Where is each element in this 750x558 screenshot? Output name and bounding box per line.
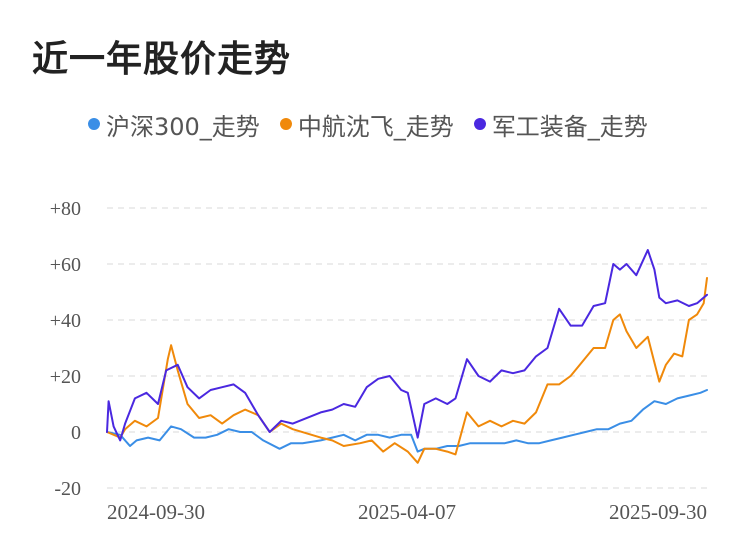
legend-label-hs300: 沪深300_走势	[106, 112, 260, 141]
chart-legend: 沪深300_走势 中航沈飞_走势 军工装备_走势	[88, 107, 668, 142]
legend-dot-jgzb	[473, 118, 486, 130]
legend-item-hs300[interactable]: 沪深300_走势	[88, 107, 260, 142]
y-tick-label: +40	[50, 310, 81, 332]
legend-label-jgzb: 军工装备_走势	[491, 112, 648, 141]
y-tick-label: +60	[50, 254, 81, 276]
chart-title: 近一年股价走势	[32, 39, 292, 80]
y-tick-label: 0	[71, 422, 81, 444]
y-axis-ticks: +80 +60 +40 +20 0 -20	[50, 198, 81, 500]
y-tick-label: +20	[50, 366, 81, 388]
series-line-zhsf[interactable]	[106, 277, 708, 464]
x-axis-ticks: 2024-09-30 2025-04-07 2025-09-30	[107, 500, 707, 524]
series-line-hs300[interactable]	[106, 389, 708, 453]
series-lines	[106, 249, 708, 464]
y-tick-label: +80	[50, 198, 81, 220]
legend-label-zhsf: 中航沈飞_走势	[297, 112, 454, 141]
legend-dot-zhsf	[279, 118, 292, 130]
y-tick-label: -20	[54, 478, 81, 500]
legend-item-zhsf[interactable]: 中航沈飞_走势	[279, 107, 454, 142]
grid-lines	[107, 207, 707, 489]
legend-item-jgzb[interactable]: 军工装备_走势	[473, 107, 648, 142]
x-tick-label: 2025-04-07	[358, 500, 456, 524]
legend-dot-hs300	[88, 118, 100, 130]
series-line-jgzb[interactable]	[106, 249, 708, 442]
x-tick-label: 2025-09-30	[609, 500, 707, 524]
x-tick-label: 2024-09-30	[107, 500, 205, 524]
